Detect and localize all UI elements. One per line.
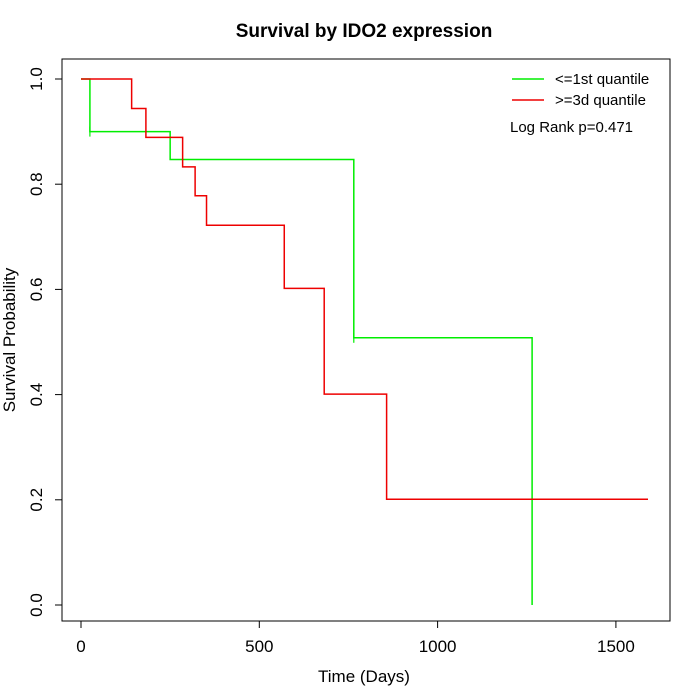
log-rank-annotation: Log Rank p=0.471 xyxy=(510,119,633,136)
chart-title: Survival by IDO2 expression xyxy=(236,21,493,42)
y-axis-label: Survival Probability xyxy=(0,267,19,412)
x-tick-label: 500 xyxy=(245,637,273,656)
y-tick-label: 0.6 xyxy=(27,278,46,302)
y-tick-label: 0.0 xyxy=(27,593,46,617)
series-line-1 xyxy=(81,78,533,605)
y-tick-label: 0.4 xyxy=(27,383,46,407)
legend: <=1st quantile >=3d quantile xyxy=(512,71,649,109)
legend-label-series-1: <=1st quantile xyxy=(555,71,649,88)
y-axis: 0.0 0.2 0.4 0.6 0.8 1.0 xyxy=(27,67,63,617)
y-tick-label: 0.2 xyxy=(27,488,46,512)
series-line-2 xyxy=(81,78,648,501)
y-tick-label: 0.8 xyxy=(27,172,46,196)
x-tick-label: 1000 xyxy=(419,637,457,656)
x-tick-label: 1500 xyxy=(597,637,635,656)
y-tick-label: 1.0 xyxy=(27,67,46,91)
x-axis-label: Time (Days) xyxy=(318,667,410,686)
x-tick-label: 0 xyxy=(76,637,85,656)
legend-label-series-2: >=3d quantile xyxy=(555,92,646,109)
series-layer xyxy=(81,78,648,605)
plot-frame xyxy=(61,58,671,622)
x-axis: 0 500 1000 1500 xyxy=(76,620,635,656)
